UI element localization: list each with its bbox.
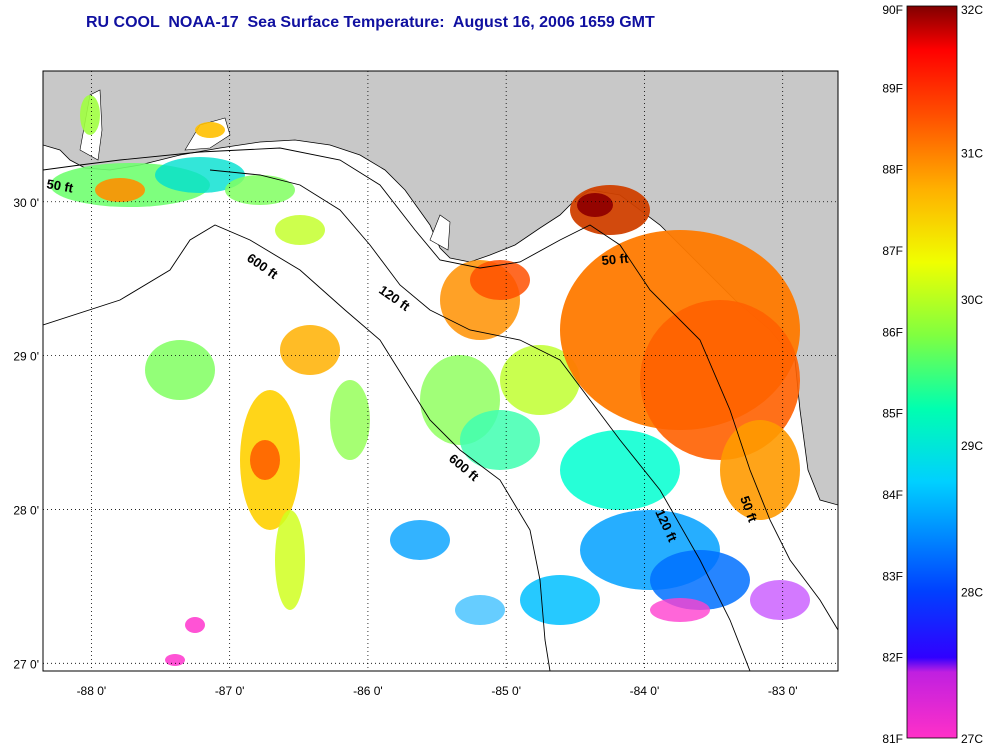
colorbar-label-c: 31C — [961, 146, 983, 160]
colorbar-label-f: 87F — [882, 244, 903, 258]
colorbar-label-f: 90F — [882, 3, 903, 17]
colorbar-label-f: 81F — [882, 732, 903, 746]
sst-data-layer — [50, 95, 810, 666]
colorbar-labels: 90F 89F 88F 87F 86F 85F 84F 83F 82F 81F 32C 31C 30C 2… — [882, 3, 983, 746]
colorbar-label-f: 84F — [882, 488, 903, 502]
colorbar — [906, 5, 958, 739]
lon-tick-label: -87 0' — [215, 684, 245, 698]
colorbar-label-f: 85F — [882, 407, 903, 421]
bathymetry-contours — [43, 147, 838, 671]
colorbar-label-c: 27C — [961, 732, 983, 746]
colorbar-label-f: 88F — [882, 163, 903, 177]
lat-tick-label: 29 0' — [13, 350, 39, 364]
lon-tick-label: -88 0' — [77, 684, 107, 698]
colorbar-label-c: 32C — [961, 3, 983, 17]
lat-tick-label: 27 0' — [13, 657, 39, 671]
colorbar-label-c: 30C — [961, 293, 983, 307]
lon-tick-label: -83 0' — [768, 684, 798, 698]
lon-tick-label: -86 0' — [353, 684, 383, 698]
colorbar-label-c: 28C — [961, 586, 983, 600]
bay-apalachicola — [429, 214, 451, 251]
lat-tick-label: 30 0' — [13, 196, 39, 210]
colorbar-label-f: 83F — [882, 569, 903, 583]
map-frame — [42, 70, 839, 672]
lon-tick-label: -85 0' — [491, 684, 521, 698]
graticule — [43, 71, 838, 671]
colorbar-label-f: 89F — [882, 81, 903, 95]
lat-tick-label: 28 0' — [13, 503, 39, 517]
colorbar-label-c: 29C — [961, 439, 983, 453]
axis-ticks: -88 0' -87 0' -86 0' -85 0' -84 0' -83 0' 30 0… — [13, 196, 797, 698]
contour-label-50ft-east: 50 ft — [601, 251, 630, 268]
lon-tick-label: -84 0' — [630, 684, 660, 698]
contour-label-50ft-west: 50 ft — [45, 176, 75, 196]
page-title: RU COOL NOAA-17 Sea Surface Temperature:… — [86, 14, 655, 31]
colorbar-label-f: 82F — [882, 651, 903, 665]
colorbar-label-f: 86F — [882, 325, 903, 339]
